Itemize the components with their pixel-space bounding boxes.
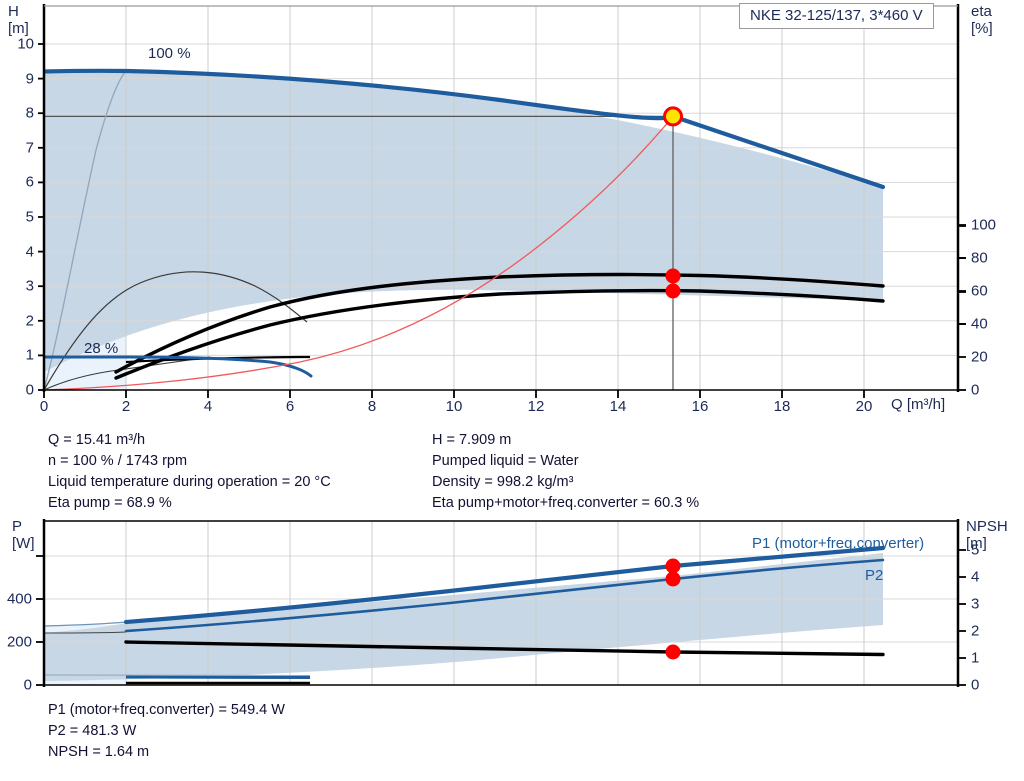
system-curve [44, 115, 674, 390]
top-info-left-column: Q = 15.41 m³/h n = 100 % / 1743 rpm Liqu… [48, 430, 331, 514]
p-min-speed-thin [44, 674, 311, 676]
bottom-info-column: P1 (motor+freq.converter) = 549.4 W P2 =… [48, 700, 285, 763]
info-speed: n = 100 % / 1743 rpm [48, 453, 188, 469]
info-npsh: NPSH = 1.64 m [48, 744, 150, 760]
top-left-tick-5: 5 [25, 208, 34, 226]
bottom-y-right-axis-title: NPSH [m] [966, 518, 1008, 552]
top-left-tick-6: 6 [25, 173, 34, 191]
info-temperature: Liquid temperature during operation = 20… [48, 474, 331, 490]
p1-curve-label: P1 (motor+freq.converter) [752, 535, 925, 552]
eta-total-marker [665, 283, 681, 299]
top-left-tick-3: 3 [25, 277, 34, 295]
bottom-left-tick-0: 0 [23, 676, 32, 694]
top-x-tick-4: 4 [203, 398, 213, 415]
bottom-right-tick-0: 0 [971, 676, 980, 694]
bottom-right-tick-2: 2 [971, 622, 980, 640]
power-npsh-chart: P [W] NPSH [m] 0 200 400 0 1 2 3 4 5 P1 … [0, 515, 1024, 695]
npsh-trace-top [44, 355, 313, 378]
p-min-speed-line [125, 675, 311, 679]
top-left-tick-2: 2 [25, 312, 34, 330]
head-eta-chart: NKE 32-125/137, 3*460 V H [m] eta [%] Q … [8, 3, 997, 415]
info-eta-total: Eta pump+motor+freq.converter = 60.3 % [432, 495, 700, 511]
top-right-tick-100: 100 [971, 216, 997, 234]
bottom-right-ticks [958, 549, 966, 686]
top-x-tick-18: 18 [773, 398, 791, 415]
min-speed-head-curve [44, 70, 127, 390]
top-left-tick-10: 10 [17, 35, 34, 53]
p2-curve [124, 558, 885, 633]
top-x-tick-6: 6 [285, 398, 295, 415]
speed-28-label: 28 % [84, 340, 119, 357]
top-x-tick-10: 10 [445, 398, 463, 415]
top-right-tick-80: 80 [971, 249, 988, 267]
info-flow: Q = 15.41 m³/h [48, 432, 146, 448]
top-right-tick-20: 20 [971, 348, 988, 366]
info-p1: P1 (motor+freq.converter) = 549.4 W [48, 702, 285, 718]
info-density: Density = 998.2 kg/m³ [432, 474, 574, 490]
top-left-tick-9: 9 [25, 70, 34, 88]
pump-model-title-box: NKE 32-125/137, 3*460 V [739, 3, 934, 29]
top-right-tick-0: 0 [971, 381, 980, 399]
min-speed-eta-curve [44, 271, 308, 390]
top-left-tick-7: 7 [25, 139, 34, 157]
speed-100-label: 100 % [148, 45, 191, 62]
npsh-marker [665, 644, 681, 660]
p2-curve-label: P2 [865, 567, 884, 584]
eta-pump-marker [665, 268, 681, 284]
top-left-tick-8: 8 [25, 104, 34, 122]
head-eta-chart-svg [38, 4, 966, 398]
top-x-tick-8: 8 [367, 398, 377, 415]
top-left-ticks [38, 43, 44, 391]
eta-total-curve [114, 288, 885, 380]
bottom-envelope-upper-thin [44, 621, 127, 627]
top-y-left-axis-title: H [m] [8, 3, 29, 37]
top-x-tick-16: 16 [691, 398, 709, 415]
p1-curve [123, 545, 886, 625]
npsh-curve [124, 640, 885, 657]
bottom-left-tick-200: 200 [6, 633, 32, 651]
info-liquid: Pumped liquid = Water [432, 453, 579, 469]
info-eta-pump: Eta pump = 68.9 % [48, 495, 172, 511]
top-right-tick-60: 60 [971, 282, 988, 300]
info-head: H = 7.909 m [432, 432, 512, 448]
top-info-right-column: H = 7.909 m Pumped liquid = Water Densit… [432, 430, 699, 514]
power-npsh-chart-svg [36, 519, 966, 687]
top-left-tick-1: 1 [25, 346, 34, 364]
bottom-right-tick-1: 1 [971, 649, 980, 667]
bottom-envelope-npsh-thin [44, 631, 127, 634]
bottom-left-tick-400: 400 [6, 590, 32, 608]
top-x-tick-12: 12 [527, 398, 545, 415]
p1-marker [665, 558, 681, 574]
bottom-right-tick-4: 4 [971, 568, 980, 586]
info-p2: P2 = 481.3 W [48, 723, 137, 739]
top-bottom-ticks [43, 390, 865, 398]
bottom-right-tick-5: 5 [971, 541, 980, 559]
bottom-left-ticks [36, 555, 44, 686]
top-x-tick-20: 20 [855, 398, 873, 415]
top-grid-horizontal [44, 43, 958, 356]
p2-marker [665, 571, 681, 587]
eta-pump-curve [114, 272, 885, 374]
top-x-tick-14: 14 [609, 398, 627, 415]
top-left-tick-4: 4 [25, 243, 34, 261]
top-x-tick-2: 2 [121, 398, 131, 415]
bottom-y-left-axis-title: P [W] [12, 518, 35, 552]
top-left-tick-0: 0 [25, 381, 34, 399]
top-grid-vertical [125, 6, 865, 390]
head-curve-100 [44, 68, 886, 190]
top-y-right-axis-title: eta [%] [971, 3, 993, 37]
top-right-tick-40: 40 [971, 315, 988, 333]
duty-point-marker[interactable] [663, 106, 683, 127]
top-x-axis-title: Q [m³/h] [891, 396, 946, 413]
bottom-right-tick-3: 3 [971, 595, 980, 613]
top-right-ticks-major [958, 224, 966, 358]
top-x-tick-0: 0 [39, 398, 49, 415]
